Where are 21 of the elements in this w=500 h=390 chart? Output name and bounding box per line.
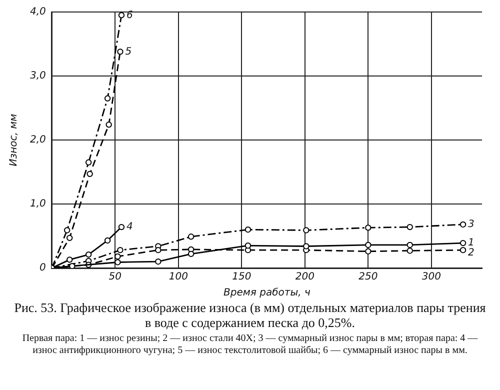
x-tick-label: 50 — [108, 272, 122, 283]
y-tick-label: 0 — [40, 262, 46, 274]
series-label: 1 — [468, 238, 474, 249]
series-label: 6 — [126, 10, 133, 21]
x-tick-label: 100 — [168, 272, 188, 283]
y-tick-label: 2,0 — [30, 134, 46, 146]
series-label: 5 — [125, 46, 132, 58]
x-axis-title: Время работы, ч — [224, 288, 310, 299]
text: Первая пара: 1 — износ резины; 2 — износ стали 40Х; 3 — суммарный износ пары в мм; вторая пара: 4 — износ антифрикционного чугуна; 5 — износ текстолитовой шайбы; 6 — суммарный износ пары в мм. — [21, 333, 479, 357]
series-label: 2 — [468, 248, 474, 259]
text: Рис. 53. Графическое изображение износа (в мм) отдельных материалов пары трения в воде с содержанием песка до 0,25%. — [14, 300, 486, 330]
x-tick-label: 150 — [232, 272, 252, 283]
series-label: 4 — [126, 222, 133, 233]
series-label: 3 — [468, 219, 474, 230]
x-tick-label: 300 — [422, 272, 441, 283]
y-tick-label: 1,0 — [30, 198, 46, 210]
y-tick-label: 3,0 — [30, 70, 46, 82]
x-tick-label: 250 — [358, 272, 378, 283]
y-axis-title: Износ, мм — [8, 113, 20, 166]
x-tick-label: 200 — [295, 272, 314, 283]
y-tick-label: 4,0 — [30, 6, 46, 18]
